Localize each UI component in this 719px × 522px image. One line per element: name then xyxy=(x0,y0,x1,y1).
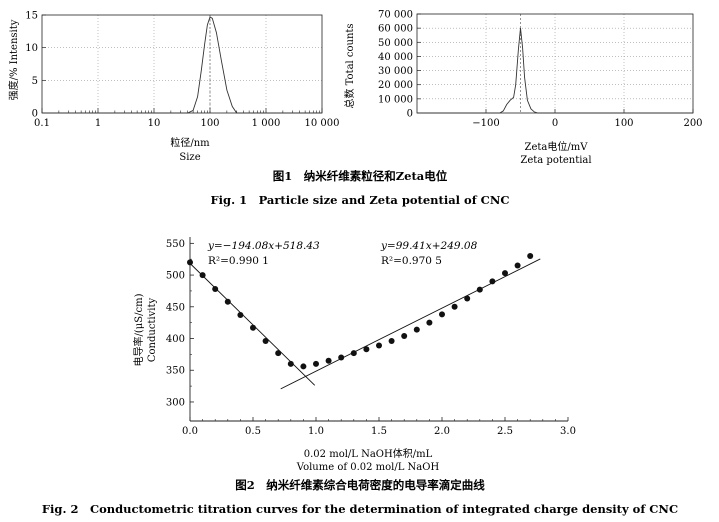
titration-data-point xyxy=(287,360,294,367)
titration-fit-line-2 xyxy=(280,258,541,390)
zeta-y-tick-label: 0 xyxy=(407,109,413,120)
titration-data-point xyxy=(401,332,408,339)
size-distribution-chart: 0.1 1 10 100 1 000 10 000 0 5 10 15 粒径/nm Size 强度… xyxy=(7,11,340,164)
titration-fit-line-1 xyxy=(189,263,316,386)
titration-x-tick-label: 0.5 xyxy=(245,426,261,437)
zeta-x-tick-label: 100 xyxy=(614,118,633,129)
titration-plot-area xyxy=(187,237,569,422)
titration-y-tick-label: 500 xyxy=(166,271,185,282)
zeta-potential-chart: −100 0 100 200 0 10 000 20 000 30 000 40 000 50 0… xyxy=(343,10,703,167)
zeta-y-tick-label: 10 000 xyxy=(378,94,413,105)
titration-data-point xyxy=(489,278,496,285)
titration-y-tick-label: 400 xyxy=(166,334,185,345)
size-y-tick-label: 5 xyxy=(32,76,38,87)
figure1-caption-cn: 图1 纳米纤维素粒径和Zeta电位 xyxy=(273,169,448,183)
size-x-tick-label: 1 000 xyxy=(252,118,281,129)
zeta-x-label-en: Zeta potential xyxy=(520,155,591,166)
titration-data-point xyxy=(275,350,282,357)
size-y-label: 强度/% Intensity xyxy=(7,19,20,100)
titration-data-point xyxy=(502,270,508,277)
size-x-tick-label: 100 xyxy=(200,118,219,129)
titration-data-point xyxy=(527,253,534,260)
titration-data-point xyxy=(514,262,521,269)
titration-tick-labels: 0.0 0.5 1.0 1.5 2.0 2.5 3.0 300 350 400 450 500 550 xyxy=(166,239,576,437)
zeta-y-tick-label: 20 000 xyxy=(378,80,413,91)
size-y-tick-label: 0 xyxy=(32,109,38,120)
size-x-label-en: Size xyxy=(179,152,200,163)
titration-x-tick-label: 1.5 xyxy=(371,426,387,437)
titration-x-tick-label: 2.5 xyxy=(497,426,513,437)
figure2-caption-cn: 图2 纳米纤维素综合电荷密度的电导率滴定曲线 xyxy=(235,478,485,492)
zeta-x-label: Zeta电位/mV xyxy=(525,140,589,153)
titration-chart: 0.0 0.5 1.0 1.5 2.0 2.5 3.0300350400450500550 … xyxy=(132,237,576,473)
titration-data-point xyxy=(212,286,219,293)
titration-data-point xyxy=(325,357,332,364)
zeta-y-tick-label: 30 000 xyxy=(378,66,413,77)
size-x-tick-label: 0.1 xyxy=(34,118,50,129)
zeta-y-tick-label: 60 000 xyxy=(378,24,413,35)
titration-x-label: 0.02 mol/L NaOH体积/mL xyxy=(304,448,433,460)
titration-data-point xyxy=(350,350,357,357)
titration-data-point xyxy=(451,303,458,310)
titration-fit2-r2: R²=0.970 5 xyxy=(381,255,442,267)
titration-fit1-equation: y=−194.08x+518.43 xyxy=(207,240,320,252)
figure1-caption-en: Fig. 1 Particle size and Zeta potential … xyxy=(211,193,510,207)
titration-data-point xyxy=(250,324,256,331)
titration-data-point xyxy=(376,342,382,349)
zeta-y-tick-label: 70 000 xyxy=(378,10,413,21)
titration-data-point xyxy=(262,338,269,345)
titration-y-tick-label: 550 xyxy=(166,239,185,250)
zeta-x-tick-label: 200 xyxy=(683,118,702,129)
titration-data-point xyxy=(338,354,345,361)
figure2-caption-en: Fig. 2 Conductometric titration curves f… xyxy=(42,502,678,516)
size-y-tick-label: 10 xyxy=(25,43,38,54)
titration-data-point xyxy=(199,272,206,279)
titration-y-tick-label: 450 xyxy=(166,302,185,313)
titration-data-point xyxy=(413,326,420,333)
zeta-x-tick-label: 0 xyxy=(552,118,558,129)
titration-data-point xyxy=(187,259,193,266)
zeta-plot-area xyxy=(416,13,694,114)
zeta-y-tick-label: 40 000 xyxy=(378,52,413,63)
zeta-x-tick-label: −100 xyxy=(472,118,499,129)
titration-fit1-r2: R²=0.990 1 xyxy=(208,255,269,267)
zeta-tick-labels: −100 0 100 200 0 10 000 20 000 30 000 40 000 50 0… xyxy=(378,10,703,130)
size-y-tick-label: 15 xyxy=(25,11,38,22)
titration-fit2-equation: y=99.41x+249.08 xyxy=(380,240,478,252)
size-axes-frame xyxy=(41,14,323,114)
titration-data-point xyxy=(300,363,307,370)
titration-data-point xyxy=(363,346,370,353)
titration-data-point xyxy=(464,295,471,302)
size-x-tick-label: 10 000 xyxy=(305,118,340,129)
size-plot-area xyxy=(41,14,323,114)
titration-data-point xyxy=(224,298,231,305)
titration-x-label-en: Volume of 0.02 mol/L NaOH xyxy=(296,462,440,473)
zeta-y-label: 总数 Total counts xyxy=(343,23,356,108)
zeta-distribution-curve xyxy=(417,28,693,114)
titration-x-tick-label: 3.0 xyxy=(560,426,576,437)
zeta-y-tick-label: 50 000 xyxy=(378,38,413,49)
titration-x-tick-label: 0.0 xyxy=(182,426,198,437)
size-x-tick-label: 10 xyxy=(148,118,161,129)
titration-data-point xyxy=(388,338,395,345)
titration-x-tick-label: 1.0 xyxy=(308,426,324,437)
titration-data-point xyxy=(476,286,483,293)
titration-data-point xyxy=(313,360,319,367)
titration-x-tick-label: 2.0 xyxy=(434,426,450,437)
titration-data-point xyxy=(237,312,244,319)
titration-y-tick-label: 300 xyxy=(166,397,185,408)
titration-data-point xyxy=(439,311,445,318)
size-distribution-curve xyxy=(42,16,322,114)
size-x-tick-label: 1 xyxy=(95,118,101,129)
size-tick-labels: 0.1 1 10 100 1 000 10 000 0 5 10 15 xyxy=(25,11,339,130)
titration-y-tick-label: 350 xyxy=(166,366,185,377)
titration-data-point xyxy=(426,319,433,326)
zeta-grid xyxy=(417,14,693,113)
size-x-label: 粒径/nm xyxy=(170,136,210,149)
titration-y-label-en: Conductivity xyxy=(147,298,158,363)
size-grid xyxy=(42,15,322,113)
titration-y-label: 电导率/(μS/cm) xyxy=(132,293,145,366)
